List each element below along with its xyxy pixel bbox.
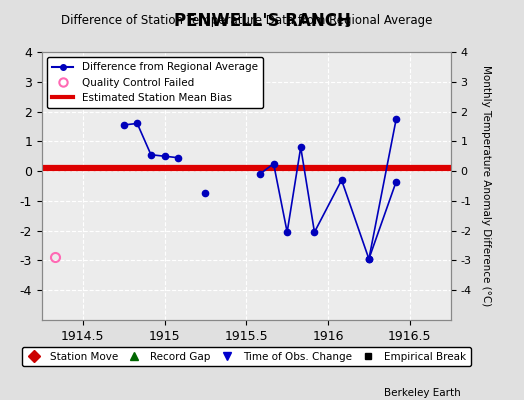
Legend: Station Move, Record Gap, Time of Obs. Change, Empirical Break: Station Move, Record Gap, Time of Obs. C… — [22, 347, 471, 366]
Y-axis label: Monthly Temperature Anomaly Difference (°C): Monthly Temperature Anomaly Difference (… — [481, 65, 491, 307]
Title: Difference of Station Temperature Data from Regional Average: Difference of Station Temperature Data f… — [61, 14, 432, 27]
Text: PENWELL'S RANCH: PENWELL'S RANCH — [173, 12, 351, 30]
Text: Berkeley Earth: Berkeley Earth — [385, 388, 461, 398]
